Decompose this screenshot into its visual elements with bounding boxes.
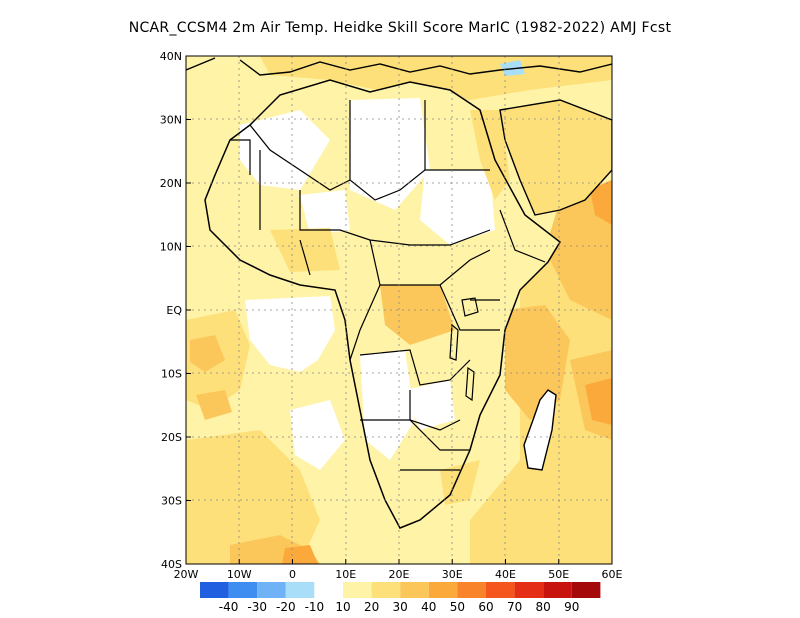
lat-tick-label: 30S (161, 495, 182, 508)
ocean-skill-20 (186, 430, 320, 564)
colorbar-label: -30 (247, 600, 267, 614)
land-skill-20 (470, 110, 510, 200)
lon-tick-label: 30E (442, 568, 463, 581)
land-white-region (240, 110, 330, 190)
colorbar-box (400, 582, 429, 598)
lon-tick-label: 20W (174, 568, 199, 581)
colorbar-box (228, 582, 258, 598)
colorbar-box (200, 582, 229, 598)
land-white-region (405, 380, 455, 430)
chart-title: NCAR_CCSM4 2m Air Temp. Heidke Skill Sco… (128, 20, 672, 36)
colorbar-label: 10 (335, 600, 350, 614)
lat-axis: 40N 30N 20N 10N EQ 10S 20S 30S 40S (160, 50, 191, 571)
colorbar-box (343, 582, 372, 598)
europe-coastline (186, 57, 612, 76)
lon-tick-label: 50E (548, 568, 569, 581)
lat-tick-label: 40S (161, 558, 182, 571)
colorbar-box (486, 582, 515, 598)
colorbar-label: -10 (305, 600, 325, 614)
lake-malawi (465, 366, 475, 402)
ocean-skill-30 (196, 390, 232, 420)
lat-tick-label: 20N (160, 177, 182, 190)
ocean-skill-30 (190, 335, 225, 372)
colorbar-label: 50 (450, 600, 465, 614)
colorbar-label: 20 (364, 600, 379, 614)
lat-tick-label: 20S (161, 431, 182, 444)
colorbar-label: 60 (478, 600, 493, 614)
ocean-negative-10 (500, 60, 525, 76)
lake-victoria (461, 297, 479, 317)
lat-tick-label: 10N (160, 241, 182, 254)
ocean-white-patch (245, 296, 335, 372)
ocean-white-patch (290, 400, 345, 470)
lon-tick-label: 10E (335, 568, 356, 581)
lat-tick-label: 30N (160, 114, 182, 127)
colorbar-label: 70 (507, 600, 522, 614)
land-skill-30 (380, 285, 455, 345)
country-borders (230, 100, 546, 471)
lat-tick-label: 10S (161, 368, 182, 381)
lon-tick-label: 20E (389, 568, 410, 581)
colorbar-box (571, 582, 601, 598)
lat-tick-label: 40N (160, 50, 182, 63)
ocean-skill-30 (505, 305, 570, 420)
land-white-region (420, 170, 495, 245)
colorbar-label: 80 (536, 600, 551, 614)
colorbar-box (514, 582, 544, 598)
colorbar-box (543, 582, 572, 598)
ocean-skill-40 (585, 378, 612, 425)
colorbar-label: -20 (276, 600, 296, 614)
land-white-region (360, 350, 415, 460)
arabian-peninsula (499, 99, 612, 216)
ocean-skill-40 (590, 180, 612, 225)
colorbar-box (285, 582, 315, 598)
colorbar-box (257, 582, 286, 598)
colorbar-label: 90 (564, 600, 579, 614)
colorbar-label: 40 (421, 600, 436, 614)
lon-tick-label: 40E (495, 568, 516, 581)
lon-tick-label: 10W (227, 568, 252, 581)
colorbar-box (371, 582, 401, 598)
madagascar (523, 389, 557, 471)
colorbar-label: 30 (393, 600, 408, 614)
africa-coastline (204, 79, 561, 529)
gridlines (186, 56, 612, 564)
lon-axis: 20W 10W 0 10E 20E 30E 40E 50E 60E (174, 559, 623, 581)
colorbar-label: -40 (219, 600, 239, 614)
lon-tick-label: 0 (289, 568, 296, 581)
colorbar-box (428, 582, 458, 598)
colorbar-box (457, 582, 486, 598)
land-skill-20 (270, 228, 340, 272)
lon-tick-label: 60E (602, 568, 623, 581)
colorbar: -40 -30 -20 -10 10 20 30 40 50 60 70 80 90 (200, 582, 601, 614)
lake-tanganyika (449, 323, 459, 361)
land-white-region (300, 190, 350, 235)
lat-tick-label: EQ (166, 304, 182, 317)
ocean-skill-40 (282, 545, 318, 564)
colorbar-box (314, 582, 343, 598)
